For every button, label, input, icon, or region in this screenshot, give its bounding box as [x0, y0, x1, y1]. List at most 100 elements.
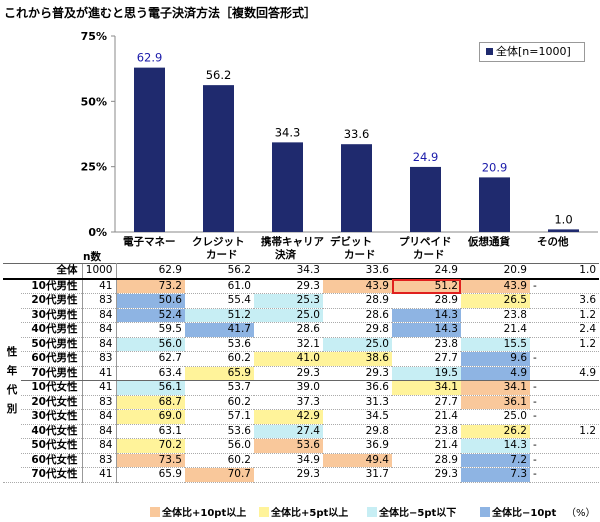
row-label: 70代女性 [21, 467, 82, 483]
table-cell: - [530, 453, 599, 468]
table-cell: 32.1 [254, 337, 323, 352]
table-cell: 37.3 [254, 395, 323, 410]
table-row: 40代女性 84 63.1 53.6 27.4 29.8 23.8 26.2 1.2 [3, 424, 599, 439]
data-label: 24.9 [413, 150, 439, 164]
row-label: 30代女性 [21, 409, 82, 425]
row-n: 84 [81, 438, 117, 454]
table-cell: 65.9 [116, 467, 185, 483]
table-cell: 56.1 [116, 380, 185, 396]
category-label: クレジット カード [192, 236, 245, 261]
row-label: 40代女性 [21, 424, 82, 439]
table-cell: 65.9 [185, 366, 254, 381]
table-cell: 56.0 [116, 337, 185, 352]
row-label: 70代男性 [21, 366, 82, 381]
table-cell: 59.5 [116, 322, 185, 338]
data-label: 56.2 [206, 68, 232, 82]
bottom-legend-swatch [367, 507, 377, 517]
table-cell: 51.2 [185, 308, 254, 323]
data-label: 34.3 [275, 125, 301, 139]
table-cell: 73.2 [116, 278, 185, 294]
table-row: 性年代別 10代男性 41 73.2 61.0 29.3 43.9 51.2 43.9- [3, 278, 599, 483]
table-cell: 53.6 [185, 337, 254, 352]
table-cell: 28.6 [323, 308, 392, 323]
table-cell: 57.1 [185, 409, 254, 425]
table-cell: 21.4 [392, 409, 461, 425]
table-cell: 28.9 [392, 453, 461, 468]
table-cell: 42.9 [254, 409, 323, 425]
row-label: 10代女性 [21, 380, 82, 396]
table-row: 20代男性 83 50.6 55.4 25.3 28.9 28.9 26.5 3.6 [3, 293, 599, 309]
table-cell: 25.0 [323, 337, 392, 352]
category-label: 仮想通貨 [468, 236, 510, 248]
table-cell: 29.8 [323, 424, 392, 439]
table-cell: - [530, 395, 599, 410]
table-cell: 28.9 [392, 293, 461, 309]
table-cell: 4.9 [461, 366, 530, 381]
table-cell: 1.2 [530, 337, 599, 352]
row-n: 84 [81, 424, 117, 439]
row-label: 60代女性 [21, 453, 82, 468]
row-n: 1000 [81, 263, 117, 280]
table-row: 30代男性 84 52.4 51.2 25.0 28.6 14.3 23.8 1.2 [3, 308, 599, 323]
table-cell: 26.5 [461, 293, 530, 309]
table-cell: 73.5 [116, 453, 185, 468]
table-cell: 60.2 [185, 453, 254, 468]
table-cell: - [530, 409, 599, 425]
table-cell: 14.3 [461, 438, 530, 454]
data-label: 20.9 [482, 160, 508, 174]
table-cell: 56.0 [185, 438, 254, 454]
table-cell: 31.7 [323, 467, 392, 483]
table-cell: 53.6 [254, 438, 323, 454]
row-label: 60代男性 [21, 351, 82, 367]
table-cell: 68.7 [116, 395, 185, 410]
row-n: 84 [81, 308, 117, 323]
row-n: 84 [81, 322, 117, 338]
bottom-legend-item: 全体比−10pt [480, 504, 556, 519]
table-cell: 21.4 [461, 322, 530, 338]
row-n: 84 [81, 337, 117, 352]
table-cell: 61.0 [185, 278, 254, 294]
table-cell: 29.8 [323, 322, 392, 338]
category-label: プリペイド カード [399, 236, 452, 261]
bottom-legend-swatch [150, 507, 160, 517]
row-n: 83 [81, 453, 117, 468]
table-cell: 62.7 [116, 351, 185, 367]
table-cell: 1.2 [530, 308, 599, 323]
y-tick-label: 50% [81, 95, 107, 108]
table-cell: 27.7 [392, 351, 461, 367]
row-label: 全体 [3, 263, 82, 280]
bar [272, 142, 303, 232]
legend: 全体[n=1000] [479, 42, 585, 62]
table-cell: 27.4 [254, 424, 323, 439]
table-cell: 36.6 [323, 380, 392, 396]
row-label: 50代女性 [21, 438, 82, 454]
table-cell: - [530, 467, 599, 483]
table-cell: 4.9 [530, 366, 599, 381]
bottom-legend-item: 全体比+10pt以上 [150, 504, 246, 519]
group-label: 性年代別 [3, 278, 21, 483]
table-cell: 60.2 [185, 351, 254, 367]
n-header: n数 [83, 251, 101, 263]
table-row: 60代女性 83 73.5 60.2 34.9 49.4 28.9 7.2- [3, 453, 599, 468]
row-n: 83 [81, 293, 117, 309]
table-cell: - [530, 380, 599, 396]
row-n: 41 [81, 366, 117, 381]
category-label: 電子マネー [123, 236, 176, 248]
bar [479, 177, 510, 232]
table-cell: 24.9 [392, 263, 461, 280]
table-cell: 49.4 [323, 453, 392, 468]
table-cell: 53.7 [185, 380, 254, 396]
table-cell: 34.1 [392, 380, 461, 396]
table-cell: 34.1 [461, 380, 530, 396]
table-cell: 36.1 [461, 395, 530, 410]
table-cell: 31.3 [323, 395, 392, 410]
table-row: 全体 1000 62.9 56.2 34.3 33.6 24.9 20.9 1.0 [3, 263, 599, 280]
category-label: 携帯キャリア 決済 [261, 236, 324, 261]
table-cell: 33.6 [323, 263, 392, 280]
table-cell: 29.3 [254, 366, 323, 381]
table-cell: 7.2 [461, 453, 530, 468]
table-cell: 25.0 [254, 308, 323, 323]
table-cell: 41.0 [254, 351, 323, 367]
table-cell: 14.3 [392, 322, 461, 338]
category-label: デビット カード [330, 236, 376, 261]
